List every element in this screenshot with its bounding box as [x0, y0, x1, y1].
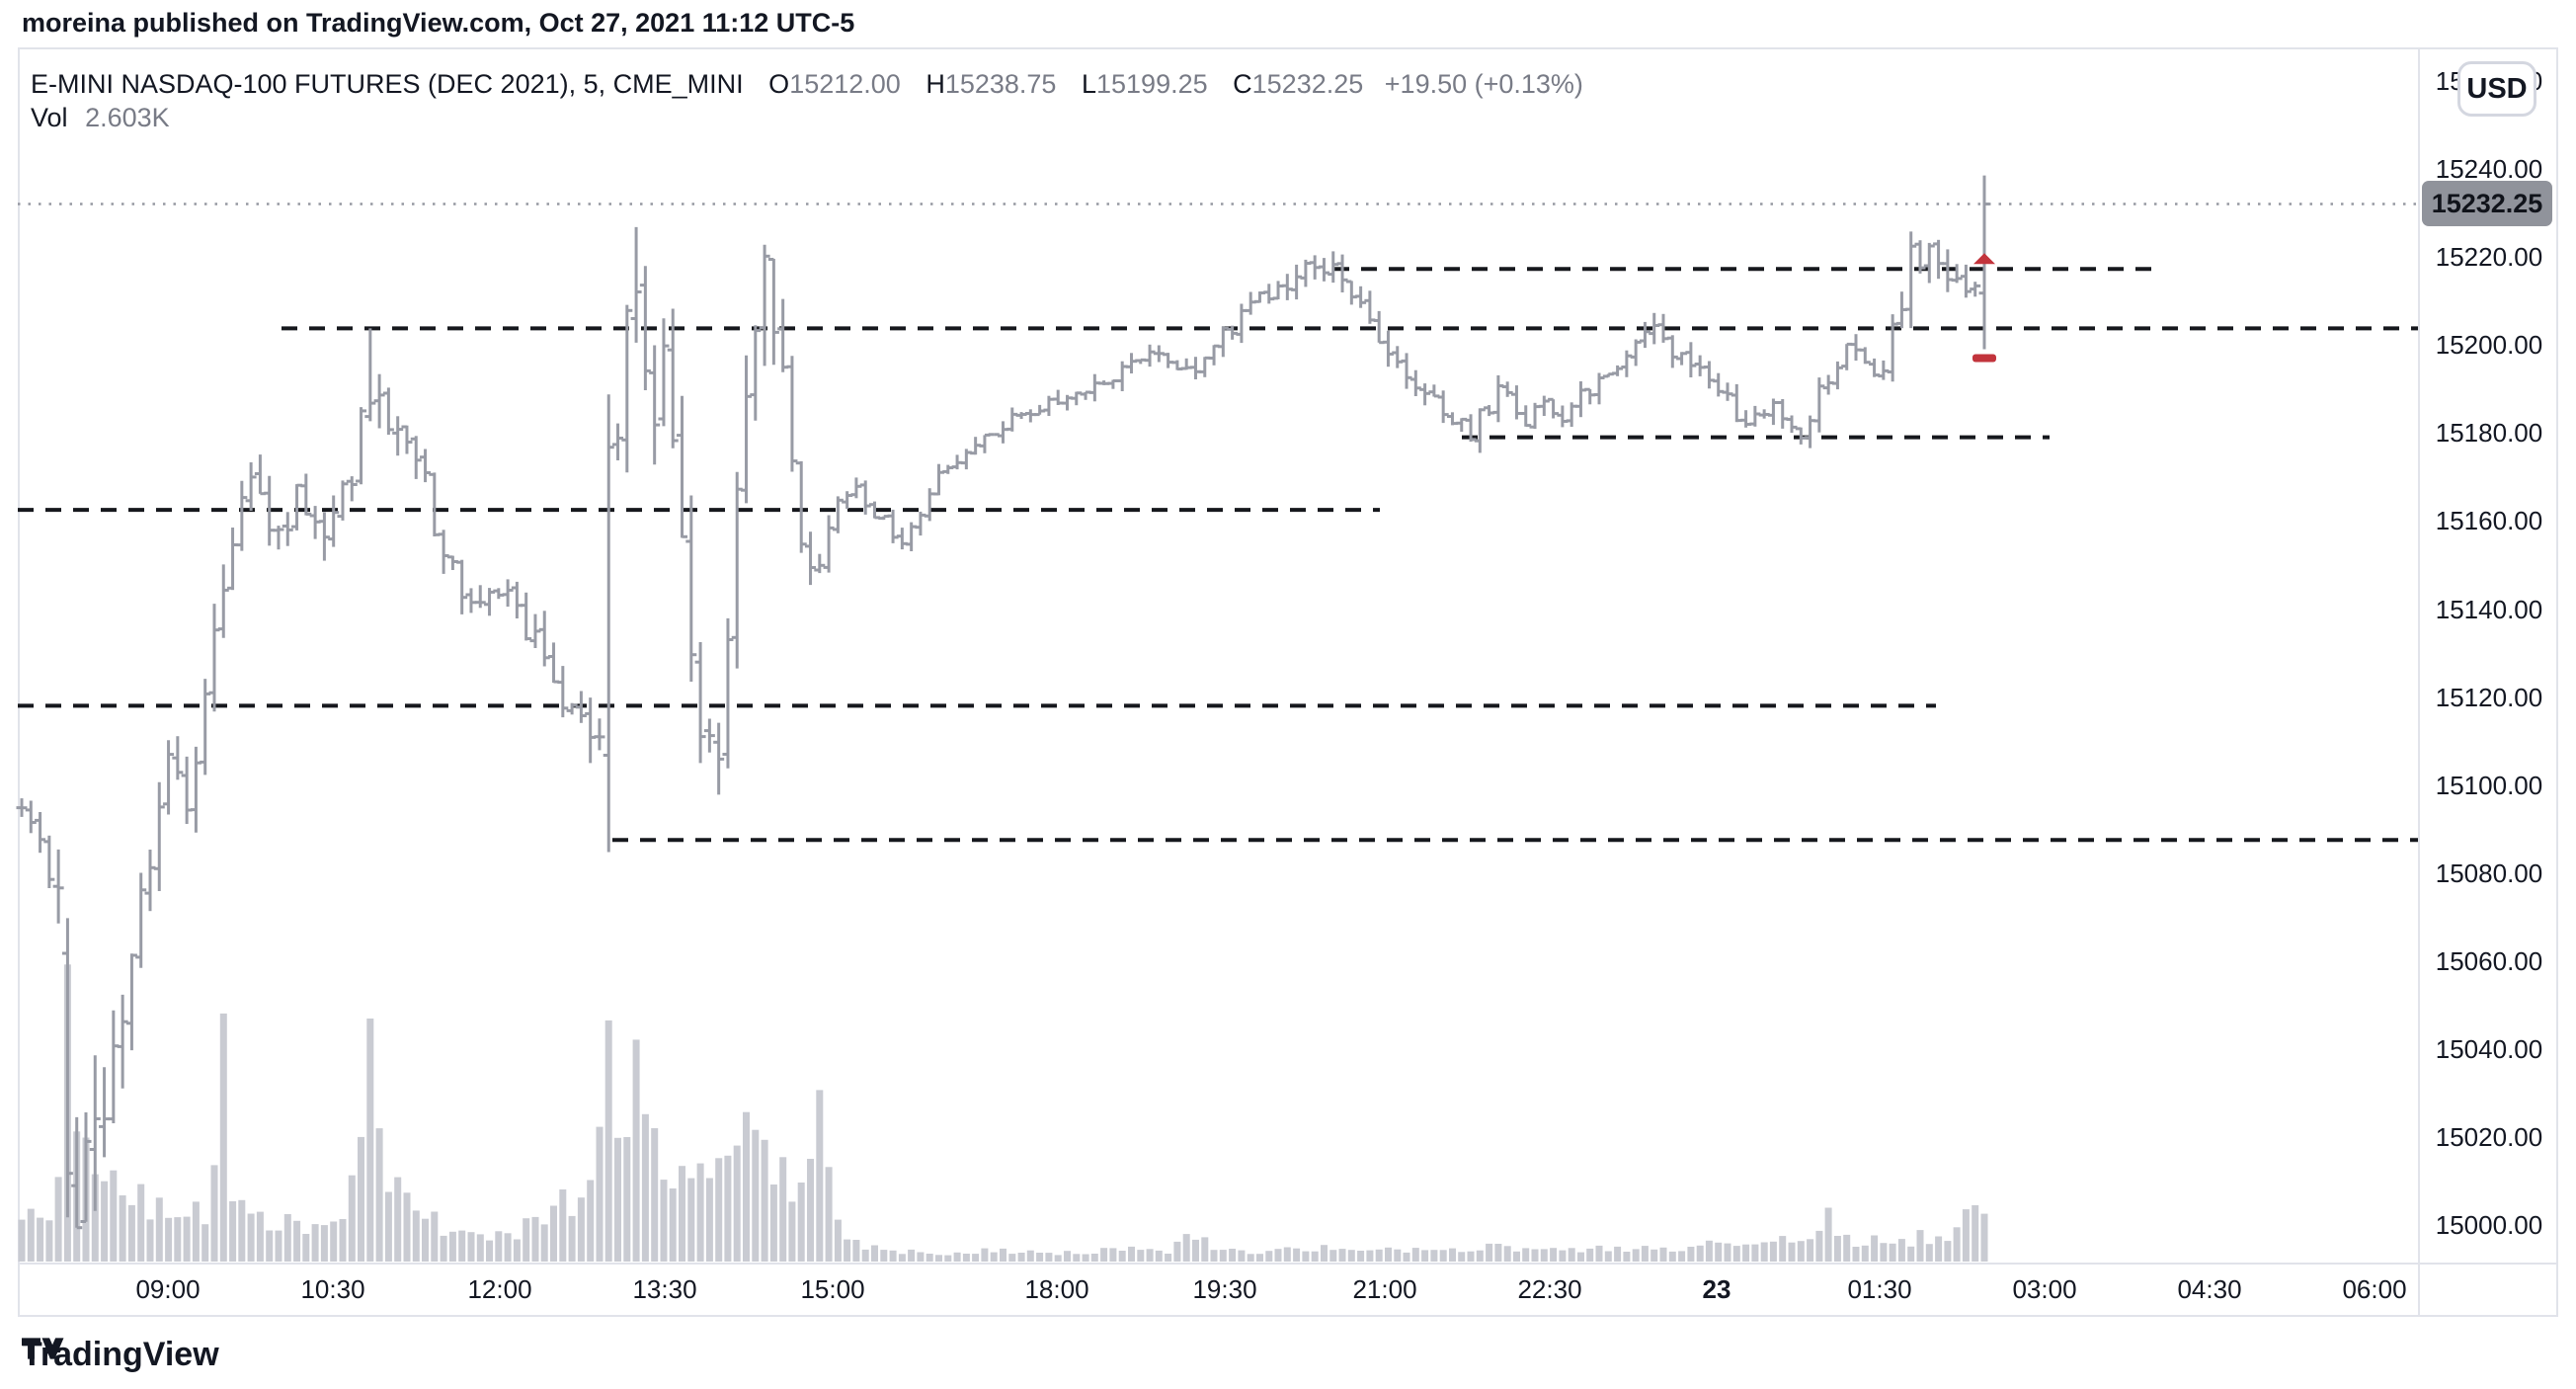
time-tick-label: 15:00	[800, 1274, 865, 1304]
time-tick-label: 04:30	[2177, 1274, 2242, 1304]
price-tick-label: 15160.00	[2435, 506, 2543, 536]
time-scale-separator	[18, 1263, 2558, 1265]
currency-button[interactable]: USD	[2457, 61, 2536, 117]
time-tick-label: 23	[1702, 1274, 1731, 1304]
price-tick-label: 15220.00	[2435, 242, 2543, 273]
price-scale-separator	[2418, 47, 2420, 1317]
symbol-title: E-MINI NASDAQ-100 FUTURES (DEC 2021), 5,…	[31, 69, 744, 99]
byline: moreina published on TradingView.com, Oc…	[22, 8, 854, 39]
time-tick-label: 13:30	[632, 1274, 697, 1304]
chart-frame	[18, 47, 2558, 1317]
volume-label: Vol	[31, 103, 68, 132]
time-tick-label: 10:30	[300, 1274, 365, 1304]
price-tick-label: 15040.00	[2435, 1034, 2543, 1064]
open-value: 15212.00	[789, 69, 901, 99]
time-tick-label: 19:30	[1192, 1274, 1257, 1304]
volume-legend: Vol 2.603K	[31, 103, 170, 133]
price-tick-label: 15140.00	[2435, 594, 2543, 624]
change-value: +19.50 (+0.13%)	[1384, 69, 1583, 99]
time-tick-label: 18:00	[1024, 1274, 1089, 1304]
time-tick-label: 03:00	[2012, 1274, 2077, 1304]
high-value: 15238.75	[944, 69, 1057, 99]
time-tick-label: 01:30	[1847, 1274, 1912, 1304]
tradingview-logo-icon	[22, 1338, 64, 1359]
legend: E-MINI NASDAQ-100 FUTURES (DEC 2021), 5,…	[31, 69, 1583, 100]
open-label: O	[768, 69, 790, 99]
tradingview-logo[interactable]: TradingView	[22, 1336, 219, 1374]
price-tick-label: 15000.00	[2435, 1210, 2543, 1241]
low-value: 15199.25	[1096, 69, 1208, 99]
price-tick-label: 15020.00	[2435, 1122, 2543, 1153]
last-price-label: 15232.25	[2422, 181, 2552, 226]
byline-username: moreina	[22, 8, 126, 38]
high-label: H	[926, 69, 945, 99]
price-tick-label: 15060.00	[2435, 945, 2543, 976]
volume-value: 2.603K	[85, 103, 170, 132]
low-label: L	[1081, 69, 1096, 99]
close-label: C	[1233, 69, 1252, 99]
close-value: 15232.25	[1251, 69, 1364, 99]
time-tick-label: 21:00	[1352, 1274, 1417, 1304]
price-tick-label: 15120.00	[2435, 682, 2543, 712]
time-tick-label: 12:00	[467, 1274, 532, 1304]
time-tick-label: 06:00	[2342, 1274, 2407, 1304]
price-tick-label: 15200.00	[2435, 330, 2543, 361]
time-tick-label: 09:00	[135, 1274, 201, 1304]
time-tick-label: 22:30	[1517, 1274, 1582, 1304]
price-tick-label: 15100.00	[2435, 770, 2543, 800]
price-tick-label: 15240.00	[2435, 154, 2543, 184]
byline-text: published on TradingView.com, Oct 27, 20…	[125, 8, 855, 38]
price-tick-label: 15080.00	[2435, 858, 2543, 888]
price-tick-label: 15180.00	[2435, 418, 2543, 449]
